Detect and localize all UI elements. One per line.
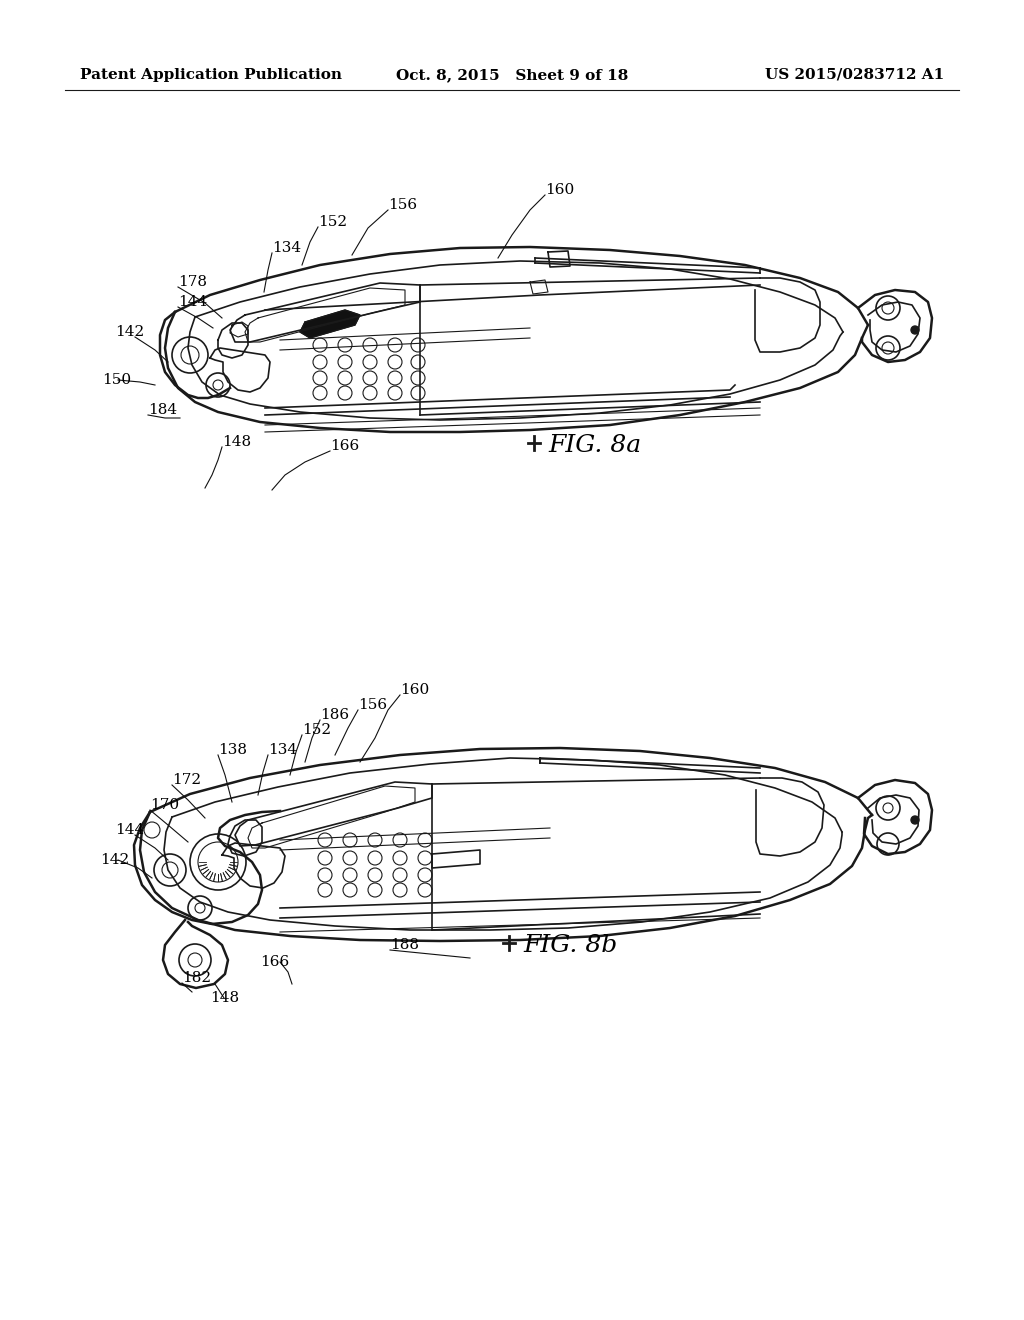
Text: 178: 178 (178, 275, 207, 289)
Text: FIG. 8b: FIG. 8b (523, 933, 617, 957)
Text: 172: 172 (172, 774, 201, 787)
Text: 156: 156 (358, 698, 387, 711)
Text: 170: 170 (150, 799, 179, 812)
Text: US 2015/0283712 A1: US 2015/0283712 A1 (765, 69, 944, 82)
Text: Oct. 8, 2015   Sheet 9 of 18: Oct. 8, 2015 Sheet 9 of 18 (396, 69, 628, 82)
Text: Patent Application Publication: Patent Application Publication (80, 69, 342, 82)
Text: 152: 152 (318, 215, 347, 228)
Text: 160: 160 (545, 183, 574, 197)
Text: 144: 144 (115, 822, 144, 837)
Text: 160: 160 (400, 682, 429, 697)
Circle shape (911, 326, 919, 334)
Text: FIG. 8a: FIG. 8a (548, 433, 641, 457)
Text: 134: 134 (272, 242, 301, 255)
Text: 138: 138 (218, 743, 247, 756)
Text: 166: 166 (330, 440, 359, 453)
Text: 148: 148 (210, 991, 240, 1005)
Text: 186: 186 (319, 708, 349, 722)
Text: 142: 142 (100, 853, 129, 867)
Text: 166: 166 (260, 954, 289, 969)
Text: 150: 150 (102, 374, 131, 387)
Text: 142: 142 (115, 325, 144, 339)
Text: 182: 182 (182, 972, 211, 985)
Text: 152: 152 (302, 723, 331, 737)
Text: 188: 188 (390, 939, 419, 952)
Circle shape (911, 816, 919, 824)
Text: 148: 148 (222, 436, 251, 449)
Text: 184: 184 (148, 403, 177, 417)
Polygon shape (300, 310, 360, 338)
Text: 144: 144 (178, 294, 207, 309)
Text: 156: 156 (388, 198, 417, 213)
Text: 134: 134 (268, 743, 297, 756)
